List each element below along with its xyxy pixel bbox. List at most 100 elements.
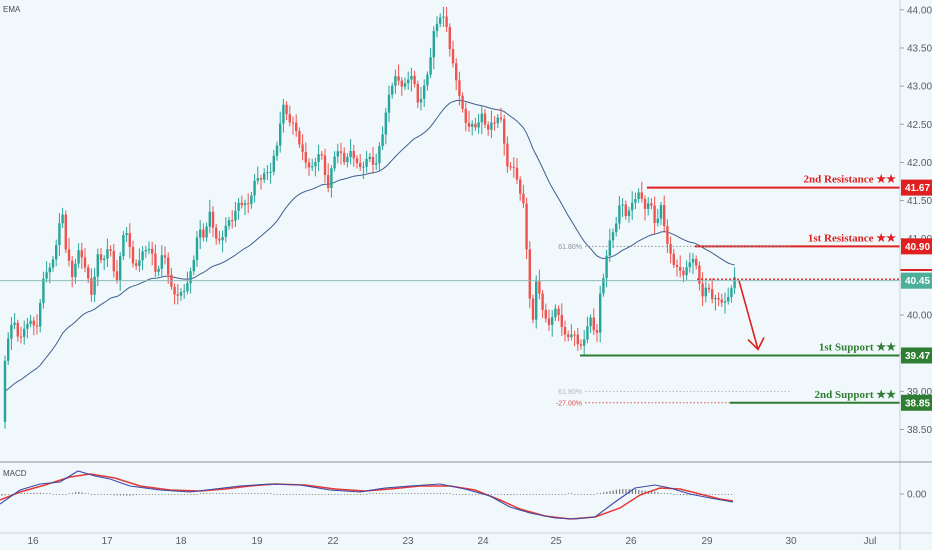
macd-histogram-bar bbox=[215, 493, 217, 494]
candle-body bbox=[253, 180, 256, 196]
candle-body bbox=[663, 205, 666, 226]
candle-body bbox=[525, 203, 528, 250]
candle-body bbox=[643, 198, 647, 209]
macd-histogram-bar bbox=[695, 494, 697, 496]
macd-histogram-bar bbox=[27, 492, 29, 494]
candle-body bbox=[74, 263, 77, 277]
candle-body bbox=[666, 225, 669, 244]
candle-body bbox=[67, 249, 71, 261]
candle-body bbox=[432, 31, 435, 58]
macd-histogram-bar bbox=[7, 494, 9, 495]
candle-body bbox=[698, 265, 701, 284]
macd-signal-line bbox=[0, 473, 734, 520]
candle-body bbox=[714, 298, 717, 300]
candle-body bbox=[16, 322, 19, 337]
current-price-value: 40.45 bbox=[905, 276, 930, 287]
candle-body bbox=[480, 113, 483, 123]
candle-body bbox=[320, 154, 323, 156]
macd-histogram-bar bbox=[561, 494, 563, 495]
macd-histogram-bar bbox=[110, 494, 112, 495]
candle-body bbox=[131, 247, 135, 264]
candle-body bbox=[362, 166, 365, 168]
candle-body bbox=[573, 334, 576, 336]
candle-body bbox=[624, 204, 627, 217]
macd-histogram-bar bbox=[311, 494, 313, 495]
x-tick-label: Jul bbox=[864, 536, 877, 547]
candle-body bbox=[707, 287, 711, 290]
level-price-tag bbox=[901, 394, 932, 411]
macd-histogram-bar bbox=[619, 489, 621, 494]
candle-body bbox=[691, 258, 695, 263]
candle-body bbox=[679, 266, 682, 271]
y-tick-label: 41.50 bbox=[907, 196, 932, 207]
candle-body bbox=[29, 320, 32, 324]
macd-histogram-bar bbox=[11, 494, 13, 495]
candle-body bbox=[576, 334, 579, 345]
macd-histogram-bar bbox=[302, 494, 304, 495]
candle-body bbox=[560, 315, 563, 328]
macd-histogram-bar bbox=[715, 494, 717, 495]
candle-body bbox=[346, 157, 349, 163]
candle-body bbox=[423, 85, 426, 99]
macd-histogram-bar bbox=[574, 494, 576, 495]
macd-histogram-bar bbox=[721, 494, 723, 495]
price-pane: 2nd Resistance ★★ 1st Resistance ★★ 1st Su… bbox=[0, 6, 932, 429]
macd-histogram-bar bbox=[196, 494, 198, 495]
macd-histogram-bar bbox=[94, 494, 96, 495]
candle-body bbox=[269, 171, 272, 173]
x-tick-label: 25 bbox=[550, 536, 562, 547]
macd-histogram-bar bbox=[286, 494, 288, 495]
candle-body bbox=[349, 151, 352, 158]
macd-histogram-bar bbox=[507, 494, 509, 496]
candle-body bbox=[266, 172, 269, 174]
macd-histogram-bar bbox=[142, 494, 144, 495]
macd-histogram-bar bbox=[558, 494, 560, 495]
candle-body bbox=[519, 179, 522, 194]
candle-body bbox=[154, 253, 157, 272]
candle-body bbox=[163, 255, 167, 258]
candle-body bbox=[592, 317, 595, 331]
candle-body bbox=[208, 211, 211, 227]
macd-histogram-bar bbox=[631, 488, 633, 494]
candle-body bbox=[83, 257, 87, 268]
candle-body bbox=[291, 122, 295, 124]
macd-histogram-bar bbox=[36, 492, 38, 494]
candle-body bbox=[55, 245, 58, 260]
macd-histogram-bar bbox=[683, 494, 685, 496]
macd-histogram-bar bbox=[660, 493, 662, 494]
candle-body bbox=[579, 344, 583, 346]
macd-histogram-bar bbox=[423, 493, 425, 494]
macd-histogram-bar bbox=[68, 493, 70, 494]
macd-histogram-bar bbox=[84, 493, 86, 494]
candle-body bbox=[176, 294, 179, 296]
candle-body bbox=[381, 134, 384, 147]
candle-body bbox=[509, 166, 512, 168]
candle-body bbox=[272, 155, 275, 172]
macd-histogram-bar bbox=[523, 494, 525, 495]
candle-body bbox=[512, 166, 515, 168]
macd-histogram-bar bbox=[289, 494, 291, 495]
candle-body bbox=[317, 154, 320, 162]
candle-body bbox=[365, 158, 368, 167]
candle-body bbox=[45, 272, 48, 279]
candle-body bbox=[685, 267, 688, 276]
macd-histogram-bar bbox=[257, 493, 259, 494]
macd-histogram-bar bbox=[254, 493, 256, 494]
candle-body bbox=[128, 233, 131, 248]
macd-histogram-bar bbox=[43, 493, 45, 494]
macd-histogram-bar bbox=[100, 494, 102, 495]
macd-histogram-bar bbox=[369, 493, 371, 494]
macd-histogram-bar bbox=[452, 494, 454, 495]
candle-body bbox=[557, 308, 560, 316]
macd-histogram-bar bbox=[407, 493, 409, 494]
level-price-tag bbox=[901, 179, 932, 196]
y-tick-label: 38.50 bbox=[907, 425, 932, 436]
candle-body bbox=[189, 271, 192, 284]
x-tick-label: 23 bbox=[402, 536, 414, 547]
candle-body bbox=[202, 229, 205, 238]
macd-histogram-bar bbox=[500, 494, 502, 495]
candle-body bbox=[675, 264, 679, 267]
macd-histogram-bar bbox=[247, 493, 249, 494]
candle-body bbox=[263, 173, 266, 180]
